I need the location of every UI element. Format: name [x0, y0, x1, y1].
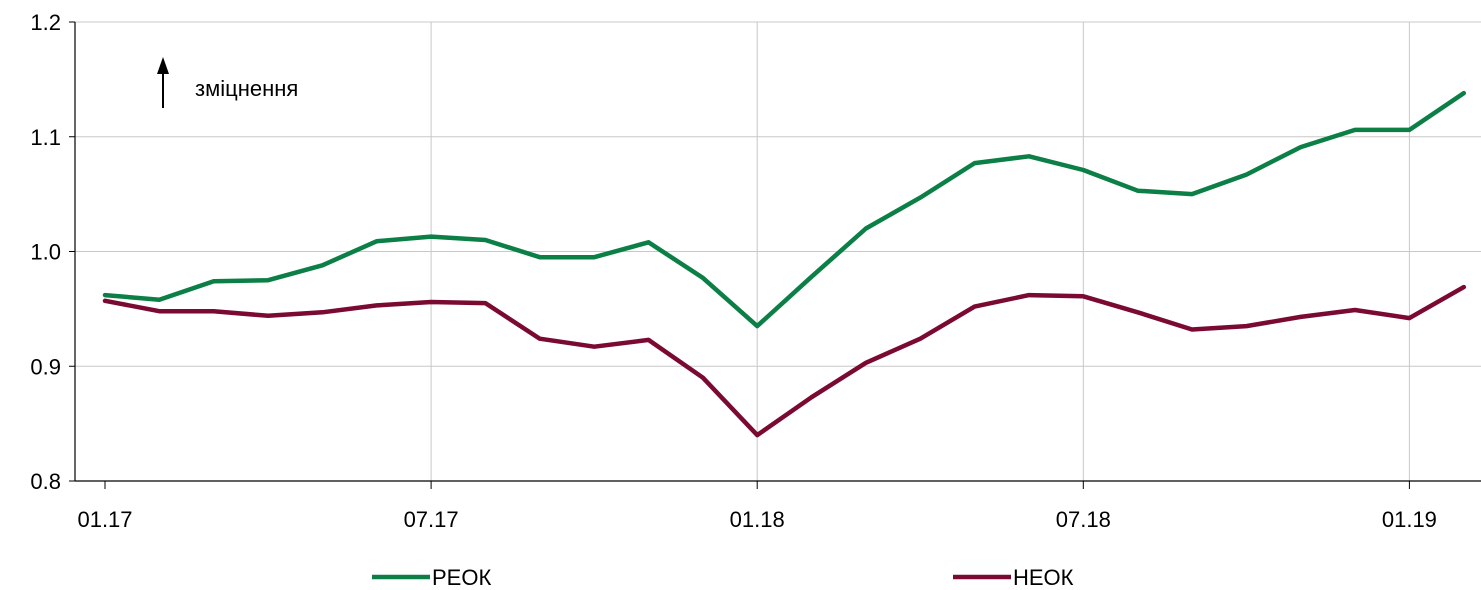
legend-label: НЕОК [1013, 565, 1074, 590]
y-tick-label: 0.9 [30, 354, 61, 379]
y-tick-label: 1.1 [30, 125, 61, 150]
legend: РЕОК НЕОК [372, 565, 1074, 590]
x-tick-label: 07.17 [404, 507, 459, 532]
x-tick-label: 01.17 [77, 507, 132, 532]
x-tick-label: 01.18 [730, 507, 785, 532]
series-lines [102, 90, 1467, 438]
legend-label: РЕОК [432, 565, 491, 590]
series-line-2 [102, 284, 1467, 438]
y-tick-label: 1.2 [30, 10, 61, 35]
x-tick-label: 07.18 [1056, 507, 1111, 532]
legend-item: РЕОК [372, 565, 491, 590]
y-tick-label: 1.0 [30, 240, 61, 265]
legend-item: НЕОК [953, 565, 1074, 590]
grid [75, 21, 1481, 481]
annotation-text: зміцнення [195, 76, 298, 101]
x-tick-label: 01.19 [1382, 507, 1437, 532]
series-line-1 [102, 90, 1467, 329]
y-tick-label: 0.8 [30, 469, 61, 494]
arrow-up-icon [157, 57, 169, 108]
axes: 0.8 0.9 1.0 1.1 1.2 01.17 07.17 01.18 07.18 01.19 [30, 10, 1481, 532]
annotation: зміцнення [157, 57, 298, 108]
